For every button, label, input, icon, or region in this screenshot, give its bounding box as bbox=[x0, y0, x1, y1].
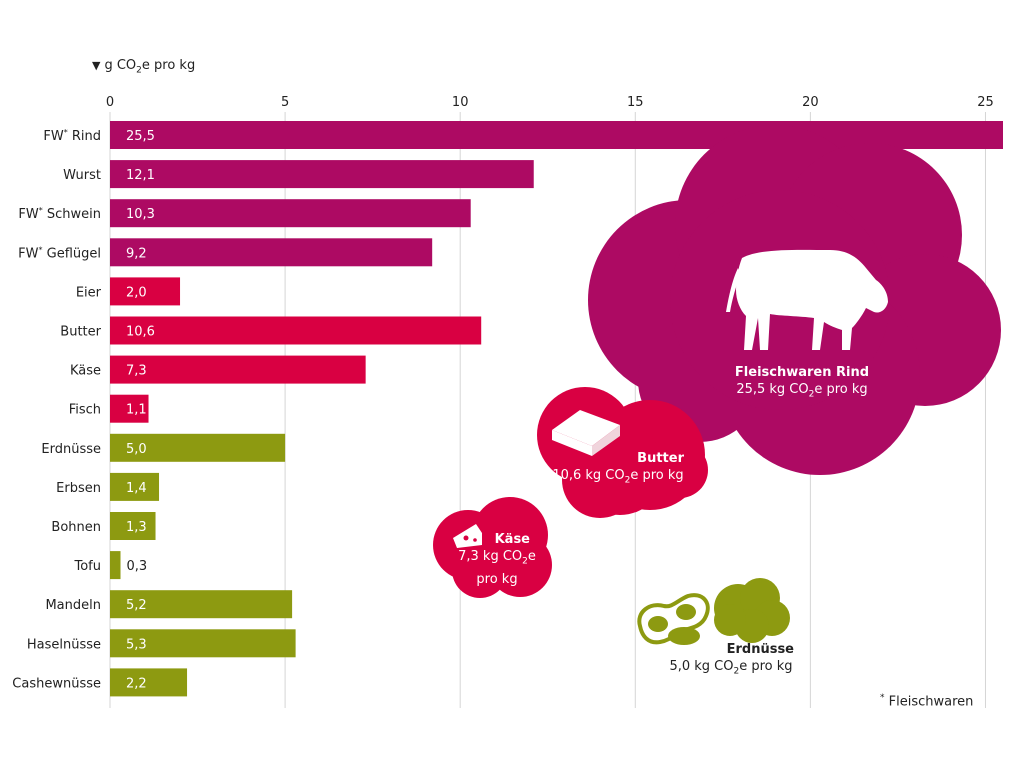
callout-rind-value: 25,5 kg CO2e pro kg bbox=[736, 382, 868, 400]
x-tick-labels: 0 5 10 15 20 25 bbox=[106, 95, 994, 110]
bar bbox=[110, 121, 1003, 149]
category-label: Tofu bbox=[73, 559, 101, 574]
value-label: 1,4 bbox=[126, 481, 147, 496]
value-label: 5,2 bbox=[126, 598, 147, 613]
cloud-kaese bbox=[433, 497, 552, 598]
value-label: 10,3 bbox=[126, 207, 155, 222]
bar bbox=[110, 160, 534, 189]
x-tick-label: 5 bbox=[281, 95, 289, 110]
value-label: 1,3 bbox=[126, 520, 147, 535]
callout-kaese-value: 7,3 kg CO2e bbox=[458, 549, 536, 567]
peanut-icon bbox=[637, 593, 710, 645]
value-label: 2,2 bbox=[126, 676, 147, 691]
cheese-icon bbox=[453, 524, 482, 548]
footnote: * Fleischwaren bbox=[880, 693, 973, 709]
unit-text: g CO bbox=[104, 58, 137, 73]
bar bbox=[110, 668, 188, 697]
category-labels: FW* Rind Wurst FW* Schwein FW* Geflügel Eier… bbox=[12, 128, 101, 691]
bar bbox=[110, 199, 471, 228]
value-label: 12,1 bbox=[126, 168, 155, 183]
value-label: 1,1 bbox=[126, 403, 147, 418]
x-tick-label: 15 bbox=[627, 95, 644, 110]
cloud-rind bbox=[588, 125, 1001, 475]
bar bbox=[110, 629, 296, 658]
callout-kaese-title: Käse bbox=[494, 532, 530, 547]
category-label: Haselnüsse bbox=[27, 637, 101, 652]
x-tick-label: 0 bbox=[106, 95, 114, 110]
value-label: 0,3 bbox=[127, 559, 148, 574]
x-tick-label: 20 bbox=[802, 95, 819, 110]
cloud-erdnuesse bbox=[714, 578, 790, 643]
value-label: 7,3 bbox=[126, 364, 147, 379]
category-label: Eier bbox=[76, 285, 102, 300]
value-labels: 25,5 12,1 10,3 9,2 2,0 10,6 7,3 1,1 5,0 1,4 1,3 0,3… bbox=[126, 129, 155, 691]
callout-butter-value: 10,6 kg CO2e pro kg bbox=[552, 468, 684, 486]
bar bbox=[110, 238, 433, 267]
category-label: Erbsen bbox=[56, 481, 101, 496]
callout-erdnuesse-title: Erdnüsse bbox=[726, 642, 794, 657]
value-label: 25,5 bbox=[126, 129, 155, 144]
bar bbox=[110, 433, 286, 462]
bar bbox=[110, 512, 156, 540]
category-label: Fisch bbox=[69, 403, 101, 418]
bar bbox=[110, 394, 149, 423]
callout-kaese-unit: pro kg bbox=[476, 571, 518, 587]
category-label: Butter bbox=[60, 325, 101, 340]
triangle-down-icon: ▼ bbox=[92, 59, 101, 72]
bar bbox=[110, 355, 366, 384]
category-label: Cashewnüsse bbox=[12, 676, 101, 691]
unit-subscript: 2 bbox=[136, 65, 142, 76]
x-tick-label: 10 bbox=[452, 95, 469, 110]
bar bbox=[110, 472, 160, 501]
callout-rind: Fleischwaren Rind 25,5 kg CO2e pro kg bbox=[712, 364, 892, 404]
footnote-text: Fleischwaren bbox=[888, 694, 974, 710]
value-label: 10,6 bbox=[126, 325, 155, 340]
x-tick-label: 25 bbox=[977, 95, 994, 110]
callout-erdnuesse: Erdnüsse 5,0 kg CO2e pro kg bbox=[656, 641, 806, 681]
value-label: 5,3 bbox=[126, 637, 147, 652]
bar bbox=[110, 551, 121, 580]
callout-butter: Butter 10,6 kg CO2e pro kg bbox=[548, 450, 688, 490]
bar bbox=[110, 277, 181, 306]
category-label: Bohnen bbox=[51, 520, 101, 535]
bar bbox=[110, 590, 293, 619]
callout-erdnuesse-value: 5,0 kg CO2e pro kg bbox=[669, 659, 793, 677]
value-label: 9,2 bbox=[126, 246, 147, 261]
cow-icon bbox=[726, 249, 888, 350]
value-label: 5,0 bbox=[126, 442, 147, 457]
category-label: Wurst bbox=[63, 168, 101, 183]
butter-icon bbox=[552, 410, 620, 456]
category-label: Mandeln bbox=[45, 598, 101, 613]
category-label: Käse bbox=[70, 364, 101, 379]
callout-kaese: Käse 7,3 kg CO2e pro kg bbox=[448, 531, 546, 588]
unit-suffix: e pro kg bbox=[141, 58, 196, 73]
bars bbox=[110, 121, 1003, 697]
category-label: FW* Geflügel bbox=[18, 245, 101, 261]
callout-butter-title: Butter bbox=[637, 451, 684, 466]
category-label: Erdnüsse bbox=[41, 442, 101, 457]
category-label: FW* Rind bbox=[43, 128, 101, 144]
callout-rind-title: Fleischwaren Rind bbox=[734, 365, 870, 380]
category-label: FW* Schwein bbox=[18, 206, 101, 222]
value-label: 2,0 bbox=[126, 285, 147, 300]
x-axis-unit-label: ▼ g CO2e pro kg bbox=[92, 58, 195, 76]
bar bbox=[110, 316, 482, 345]
footnote-marker: * bbox=[880, 693, 885, 703]
